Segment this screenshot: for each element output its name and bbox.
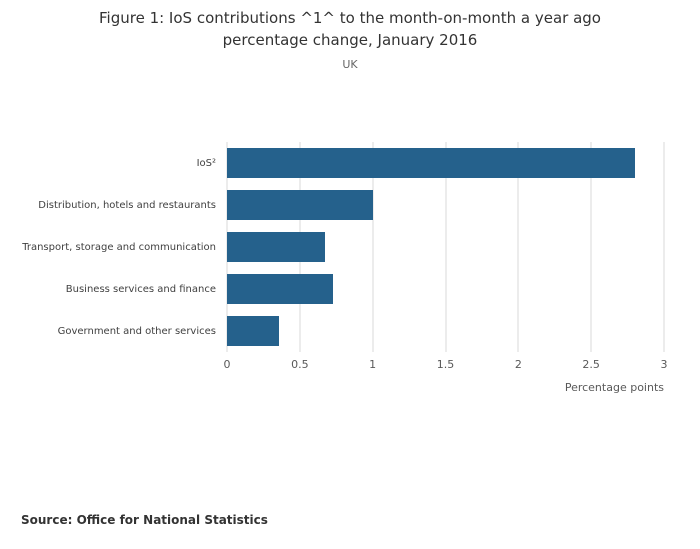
bar	[227, 190, 373, 220]
x-axis-ticks: 0 0.5 1 1.5 2 2.5 3	[223, 358, 668, 372]
x-tick-label: 0.5	[291, 358, 309, 371]
x-tick-label: 1.5	[436, 358, 455, 371]
bar-row	[227, 184, 664, 226]
category-label: Government and other services	[57, 325, 216, 337]
x-tick-label: 2	[514, 358, 522, 371]
bar-row	[227, 226, 664, 268]
x-tick-label: 0	[223, 358, 231, 371]
chart-subtitle: UK	[342, 58, 358, 71]
x-tick-label: 2.5	[582, 358, 600, 371]
gridline	[590, 142, 592, 352]
gridline	[372, 142, 374, 352]
x-tick-label: 3	[660, 358, 668, 371]
bar-row	[227, 310, 664, 352]
source-note: Source: Office for National Statistics	[21, 513, 268, 527]
plot-area	[226, 142, 665, 352]
gridline	[517, 142, 519, 352]
bar	[227, 232, 325, 262]
category-label: Business services and finance	[65, 283, 216, 295]
x-axis-label: Percentage points	[564, 381, 664, 394]
x-tick-label: 1	[369, 358, 377, 371]
chart-title: Figure 1: IoS contributions ^1^ to the m…	[99, 9, 601, 49]
gridline	[663, 142, 665, 352]
gridline	[445, 142, 446, 352]
bar	[227, 148, 635, 178]
bar	[227, 316, 280, 346]
bar-group	[227, 142, 664, 352]
category-axis: IoS² Distribution, hotels and restaurants…	[0, 142, 216, 352]
category-label: Distribution, hotels and restaurants	[38, 199, 216, 211]
bar-row	[227, 142, 664, 184]
bar	[227, 274, 334, 304]
bar-row	[227, 268, 664, 310]
category-label: Transport, storage and communication	[22, 241, 216, 253]
category-label: IoS²	[196, 157, 216, 169]
